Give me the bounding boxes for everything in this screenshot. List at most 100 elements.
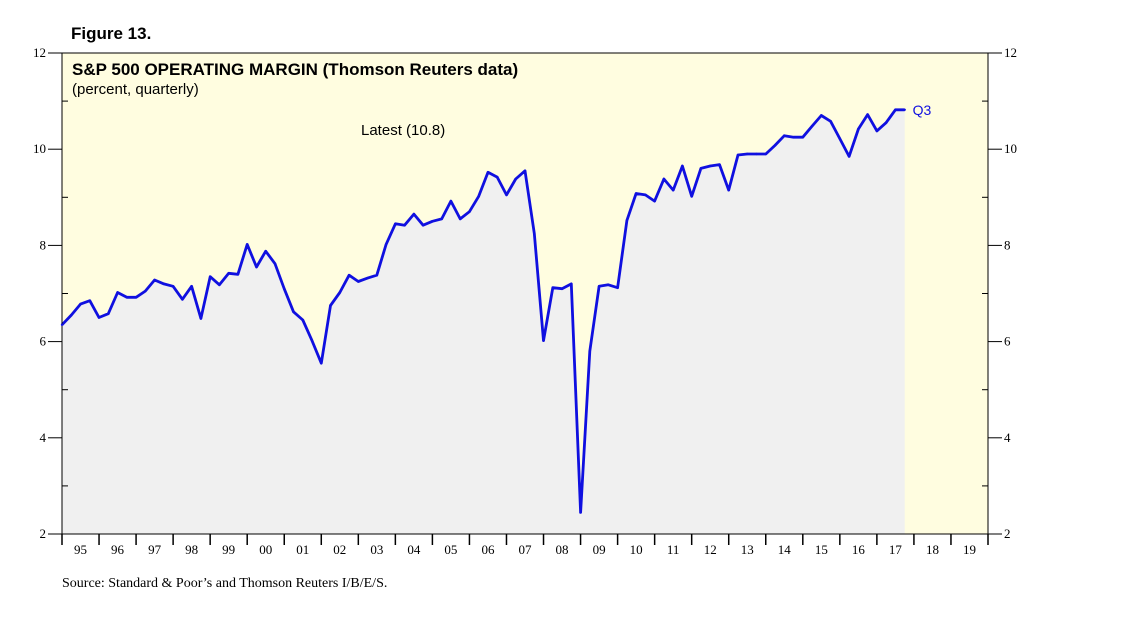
x-tick-label: 07 [519, 542, 533, 557]
data-point [773, 144, 777, 147]
x-tick-label: 96 [111, 542, 125, 557]
data-point [903, 108, 906, 112]
data-point [727, 188, 730, 192]
data-point [699, 167, 703, 170]
x-tick-label: 13 [741, 542, 754, 557]
x-tick-label: 00 [259, 542, 272, 557]
series-line [60, 108, 905, 514]
x-tick-label: 16 [852, 542, 866, 557]
data-point [199, 317, 203, 320]
x-tick-label: 19 [963, 542, 976, 557]
x-tick-label: 05 [444, 542, 457, 557]
y-tick-label: 2 [1004, 526, 1011, 541]
data-point [60, 323, 64, 326]
data-point [403, 224, 406, 227]
data-point [357, 280, 360, 283]
y-tick-label: 12 [1004, 45, 1017, 60]
data-point [681, 164, 684, 168]
data-point [801, 136, 804, 139]
data-point [542, 339, 545, 342]
data-point [125, 296, 128, 299]
latest-annotation: Latest (10.8) [361, 122, 445, 139]
data-point [477, 195, 480, 198]
data-point [736, 153, 740, 157]
left-axis: 2 4 6 8 10 12 [33, 45, 68, 541]
data-point [301, 318, 304, 322]
data-point [764, 152, 767, 156]
data-point [320, 362, 323, 365]
data-point [709, 164, 712, 168]
data-point [375, 274, 378, 277]
data-point [616, 286, 619, 289]
data-point [838, 137, 841, 140]
data-point [338, 291, 341, 294]
x-tick-label: 04 [407, 542, 421, 557]
x-tick-label: 03 [370, 542, 383, 557]
data-point [190, 285, 193, 288]
x-tick-label: 10 [630, 542, 643, 557]
data-point [653, 199, 656, 203]
y-tick-label: 6 [40, 334, 47, 349]
data-point [662, 177, 666, 181]
data-point [162, 282, 166, 286]
data-point [625, 219, 629, 222]
x-tick-label: 18 [926, 542, 939, 557]
data-point [144, 289, 147, 293]
y-tick-label: 10 [1004, 141, 1017, 156]
data-point [107, 312, 110, 315]
x-tick-label: 99 [222, 542, 235, 557]
y-tick-label: 12 [33, 45, 46, 60]
data-point [857, 127, 860, 131]
data-point [560, 287, 564, 290]
x-tick-label: 06 [481, 542, 495, 557]
data-point [255, 265, 258, 269]
data-point [227, 272, 230, 275]
y-tick-label: 4 [40, 430, 47, 445]
x-tick-label: 14 [778, 542, 792, 557]
figure-label: Figure 13. [71, 24, 152, 43]
x-tick-label: 17 [889, 542, 903, 557]
data-point [209, 275, 212, 278]
data-point [783, 134, 786, 137]
data-point [283, 287, 286, 290]
data-point [153, 278, 156, 282]
data-point [421, 224, 425, 227]
data-point [505, 193, 508, 197]
chart-title: S&P 500 OPERATING MARGIN (Thomson Reuter… [72, 60, 518, 79]
y-tick-label: 2 [40, 526, 47, 541]
data-point [820, 114, 823, 117]
data-point [486, 171, 490, 174]
data-point [570, 282, 573, 286]
series-area [62, 109, 905, 535]
x-tick-label: 12 [704, 542, 717, 557]
data-point [588, 350, 591, 353]
data-point [431, 220, 434, 223]
data-point [97, 316, 101, 319]
data-point [310, 339, 314, 342]
data-point [459, 217, 462, 221]
data-point [634, 192, 638, 195]
data-point [246, 243, 249, 246]
x-axis: 95 96 97 98 99 00 01 02 03 04 05 06 07 08 09 10 11 12 13 14… [61, 534, 989, 557]
y-tick-label: 4 [1004, 430, 1011, 445]
data-point [755, 152, 758, 156]
x-tick-label: 97 [148, 542, 162, 557]
right-axis: 2 4 6 8 10 12 [982, 45, 1017, 541]
data-point [514, 177, 517, 181]
x-tick-label: 15 [815, 542, 828, 557]
data-point [70, 313, 73, 317]
data-point [440, 217, 443, 221]
data-point [523, 169, 527, 172]
data-point [468, 210, 471, 213]
data-point [134, 296, 138, 299]
x-tick-label: 08 [556, 542, 569, 557]
data-point [746, 152, 749, 156]
data-point [329, 304, 332, 307]
data-points [60, 108, 906, 514]
data-point [579, 511, 582, 514]
data-point [366, 276, 369, 280]
data-point [394, 222, 397, 225]
data-point [875, 129, 879, 133]
x-tick-label: 01 [296, 542, 309, 557]
data-point [810, 124, 814, 128]
